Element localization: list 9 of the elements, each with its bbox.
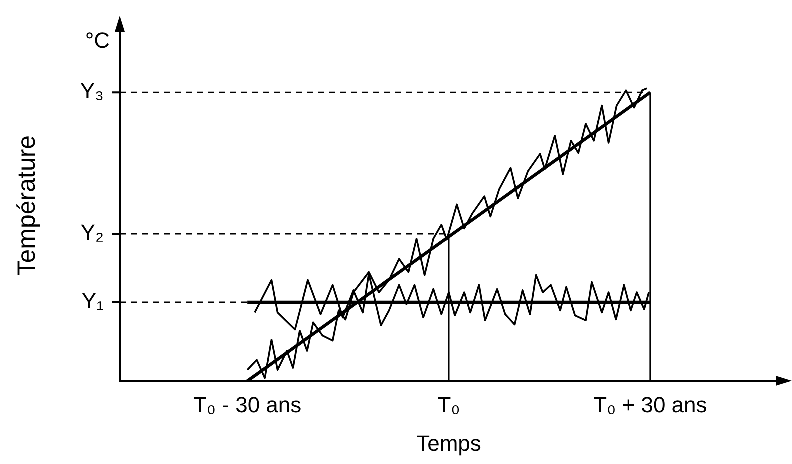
x-tick-label: T₀ - 30 ans (193, 392, 302, 418)
x-axis-title: Temps (416, 430, 482, 456)
ref-line-label: Y₁ (82, 288, 104, 314)
ref-line-label: Y₂ (80, 220, 104, 246)
x-tick-label: T₀ (438, 392, 460, 418)
ref-line-label: Y₃ (80, 78, 104, 104)
text: °C (85, 28, 110, 54)
x-tick-label: T₀ + 30 ans (594, 392, 708, 418)
y-axis-title: Température (12, 135, 41, 276)
